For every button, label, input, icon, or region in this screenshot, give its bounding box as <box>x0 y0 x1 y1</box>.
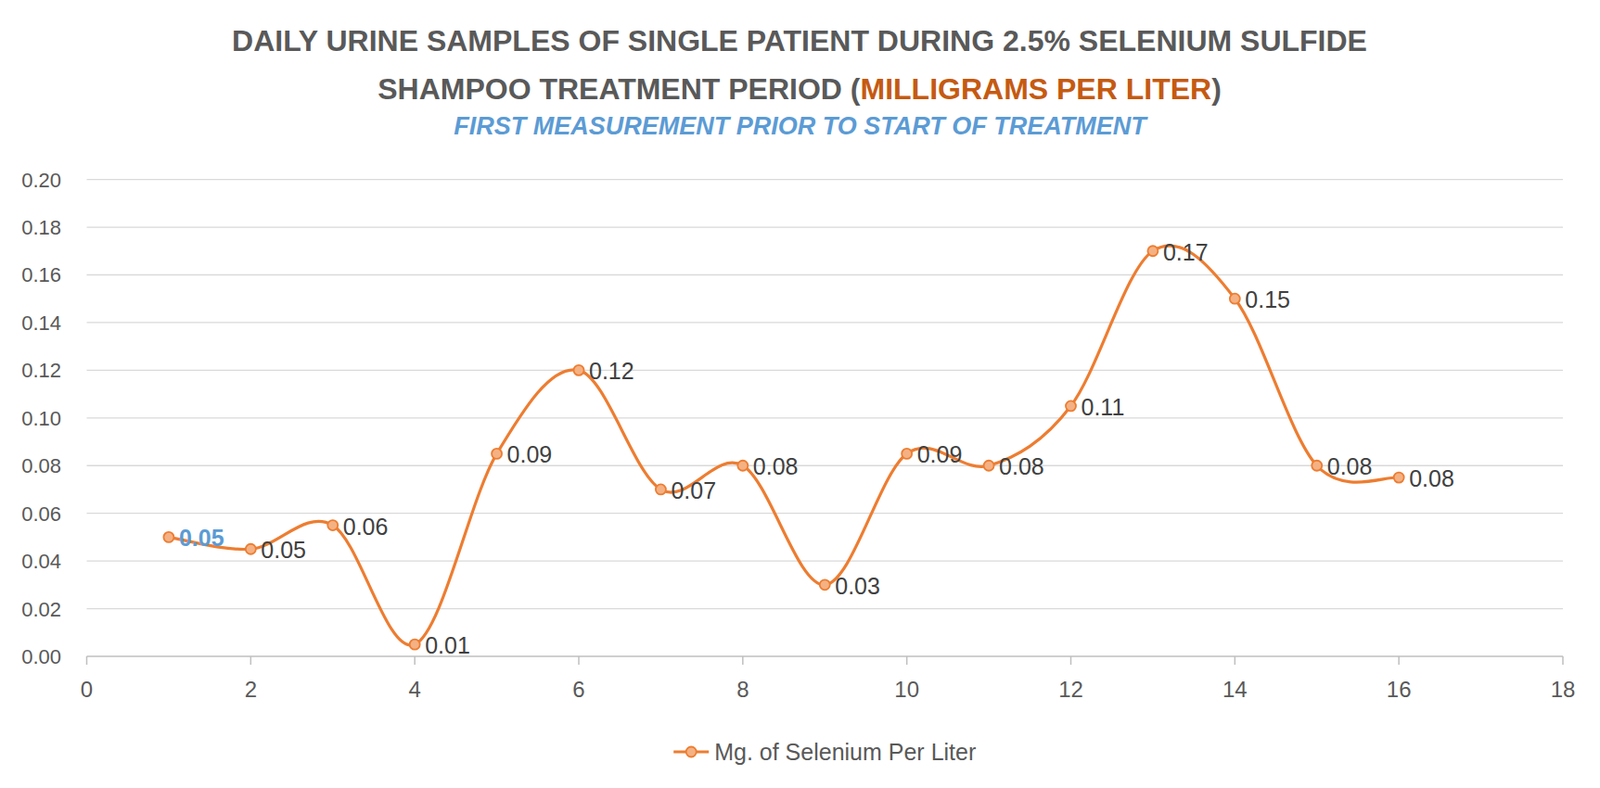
y-tick-label: 0.00 <box>21 645 62 669</box>
y-tick-label: 0.20 <box>21 168 62 192</box>
x-tick-label: 8 <box>736 677 749 703</box>
x-tick <box>906 656 909 666</box>
marker <box>819 579 831 590</box>
plot-area <box>163 245 1404 651</box>
x-tick-label: 16 <box>1386 677 1412 703</box>
y-tick-label: 0.16 <box>21 263 62 287</box>
grid-line <box>87 226 1564 228</box>
data-label: 0.09 <box>917 441 963 468</box>
grid-line <box>87 370 1564 372</box>
legend-label: Mg. of Selenium Per Liter <box>714 739 976 766</box>
marker <box>901 448 912 460</box>
data-label: 0.08 <box>998 453 1045 480</box>
x-tick <box>1397 656 1400 666</box>
data-label: 0.06 <box>343 513 389 540</box>
marker <box>1147 245 1158 256</box>
data-label: 0.15 <box>1244 286 1291 313</box>
marker <box>737 460 748 472</box>
marker <box>655 484 666 495</box>
marker <box>1065 400 1076 411</box>
title-text: MILLIGRAMS PER LITER <box>859 72 1212 106</box>
x-tick <box>86 656 89 666</box>
marker <box>1229 294 1241 305</box>
grid-line <box>87 512 1564 514</box>
y-tick-label: 0.08 <box>21 454 62 478</box>
marker <box>574 365 585 376</box>
x-tick-label: 6 <box>572 677 585 703</box>
x-tick <box>1070 656 1073 666</box>
data-label: 0.03 <box>834 573 881 600</box>
x-tick <box>1234 656 1237 666</box>
marker <box>1394 473 1405 484</box>
data-label: 0.07 <box>670 477 717 504</box>
title: DAILY URINE SAMPLES OF SINGLE PATIENT DU… <box>182 16 1417 114</box>
grid-line <box>87 608 1564 610</box>
grid-line <box>87 179 1564 180</box>
grid-line <box>87 321 1564 323</box>
x-tick-label: 4 <box>408 677 421 703</box>
data-label: 0.05 <box>260 537 307 564</box>
data-labels: 0.05 0.05 0.06 0.01 0.09 0.12 0.07 0.08 0.03 0.09… <box>179 239 1455 659</box>
grid-line <box>87 274 1564 276</box>
series-line <box>168 245 1399 646</box>
y-tick-label: 0.02 <box>21 598 62 622</box>
legend-marker <box>686 747 697 758</box>
data-label: 0.08 <box>1408 465 1455 492</box>
x-tick <box>1561 656 1564 666</box>
marker <box>491 448 502 460</box>
y-tick-label: 0.14 <box>21 311 62 335</box>
data-label: 0.17 <box>1163 239 1209 266</box>
marker <box>245 544 256 555</box>
chart: 0.00 0.02 0.04 0.06 0.08 0.10 0.12 0.14 0.16 0.18… <box>0 0 1600 788</box>
marker <box>327 520 338 531</box>
marker <box>409 640 421 651</box>
y-tick-label: 0.10 <box>21 407 62 431</box>
x-tick-label: 18 <box>1550 677 1576 703</box>
x-tick-label: 12 <box>1058 677 1084 703</box>
x-tick-label: 2 <box>244 677 257 703</box>
data-label: 0.09 <box>507 441 553 468</box>
x-tick <box>250 656 253 666</box>
x-tick <box>742 656 744 666</box>
title-text: ) <box>1211 72 1222 106</box>
x-axis <box>87 655 1564 658</box>
data-label: 0.01 <box>424 632 471 659</box>
subtitle: FIRST MEASUREMENT PRIOR TO START OF TREA… <box>0 112 1600 141</box>
x-tick-label: 10 <box>894 677 920 703</box>
marker <box>163 532 174 543</box>
marker <box>1311 460 1322 472</box>
data-label: 0.05 <box>179 524 225 551</box>
y-tick-label: 0.06 <box>21 502 62 526</box>
marker <box>984 460 995 472</box>
x-tick-label: 14 <box>1222 677 1248 703</box>
data-label: 0.08 <box>1327 453 1373 480</box>
y-tick-label: 0.12 <box>21 358 62 383</box>
x-tick-label: 0 <box>80 677 93 703</box>
data-label: 0.12 <box>588 358 635 384</box>
y-tick-label: 0.18 <box>21 216 62 240</box>
legend: Mg. of Selenium Per Liter <box>673 739 976 766</box>
x-tick <box>413 656 416 666</box>
x-tick <box>577 656 580 666</box>
grid-line <box>87 417 1564 419</box>
data-label: 0.08 <box>753 453 799 480</box>
data-label: 0.11 <box>1081 394 1126 421</box>
y-tick-label: 0.04 <box>21 550 62 574</box>
grid-line <box>87 560 1564 562</box>
